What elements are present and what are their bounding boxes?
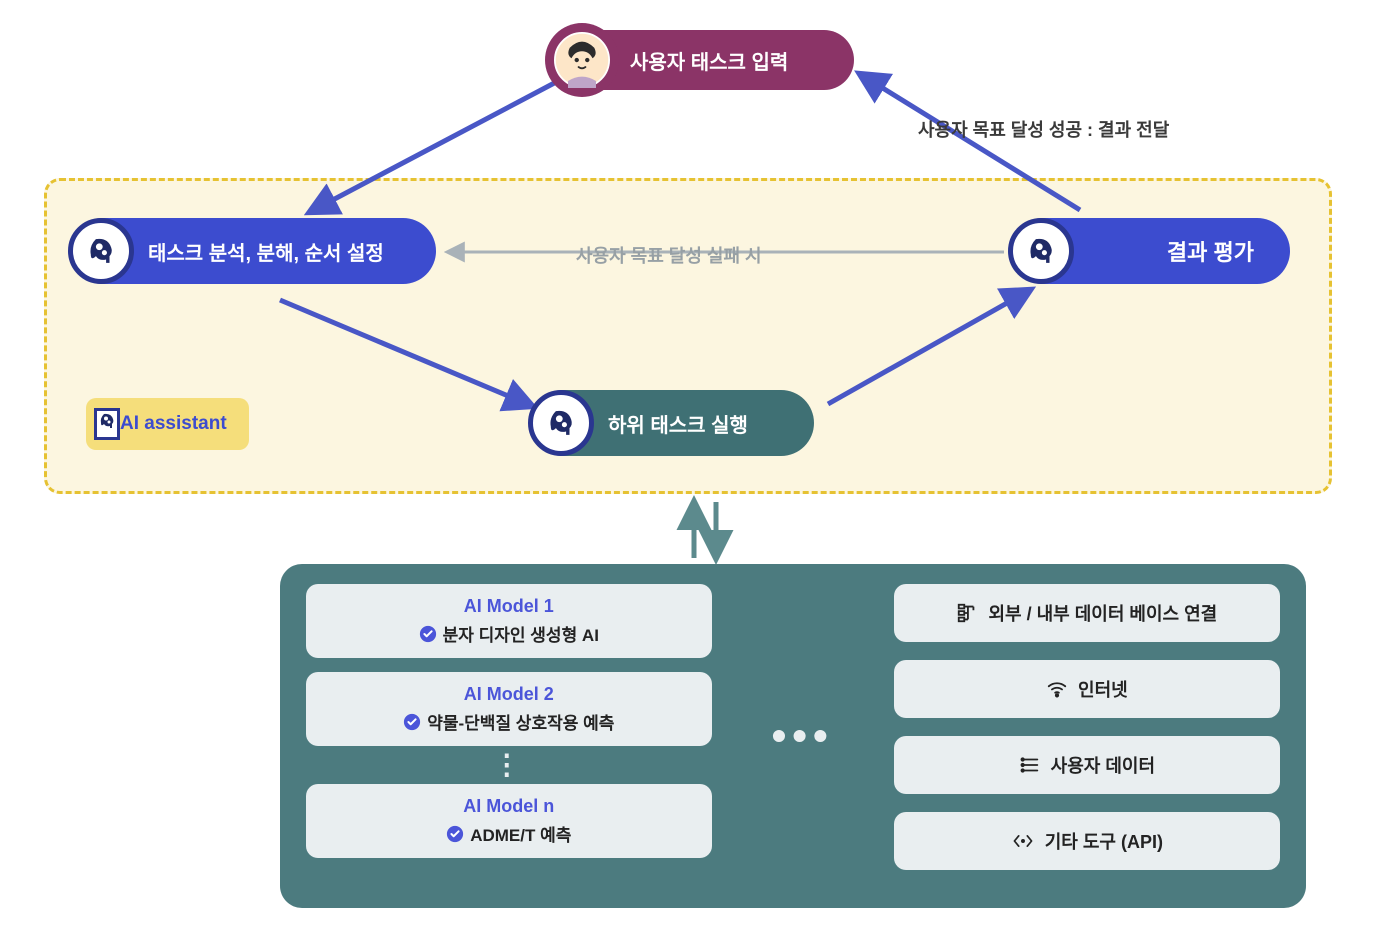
- node-subtask: 하위 태스크 실행: [530, 390, 814, 456]
- brain-icon: [1008, 218, 1074, 284]
- node-label: 사용자 태스크 입력: [630, 46, 788, 75]
- vertical-ellipsis-icon: ⋮: [306, 760, 712, 770]
- model-card-2: AI Model 2 약물-단백질 상호작용 예측: [306, 672, 712, 746]
- node-label: 태스크 분석, 분해, 순서 설정: [148, 237, 384, 266]
- node-user-input: 사용자 태스크 입력: [554, 30, 854, 90]
- models-column: AI Model 1 분자 디자인 생성형 AI AI Model 2 약물-단…: [306, 584, 712, 888]
- resource-api: 기타 도구 (API): [894, 812, 1280, 870]
- resource-userdata: 사용자 데이터: [894, 736, 1280, 794]
- model-card-n: AI Model n ADME/T 예측: [306, 784, 712, 858]
- node-evaluate: 결과 평가: [1010, 218, 1290, 284]
- resource-database: 외부 / 내부 데이터 베이스 연결: [894, 584, 1280, 642]
- node-label: 결과 평가: [1167, 235, 1254, 267]
- edge-label-failure: 사용자 목표 달성 실패 시: [576, 242, 762, 268]
- horizontal-ellipsis-icon: •••: [772, 712, 834, 760]
- model-subtitle: 약물-단백질 상호작용 예측: [403, 709, 614, 734]
- model-title: AI Model n: [463, 796, 554, 817]
- brain-icon: [94, 408, 120, 440]
- check-icon: [446, 825, 464, 843]
- model-title: AI Model 2: [464, 684, 554, 705]
- wifi-icon: [1046, 678, 1068, 700]
- chip-label: AI assistant: [120, 413, 227, 435]
- rows-icon: [1019, 754, 1041, 776]
- user-avatar-icon: [548, 26, 616, 94]
- resource-internet: 인터넷: [894, 660, 1280, 718]
- model-subtitle: 분자 디자인 생성형 AI: [419, 621, 599, 646]
- node-label: 하위 태스크 실행: [608, 409, 748, 438]
- brain-icon: [528, 390, 594, 456]
- model-card-1: AI Model 1 분자 디자인 생성형 AI: [306, 584, 712, 658]
- model-subtitle: ADME/T 예측: [446, 821, 571, 846]
- check-icon: [403, 713, 421, 731]
- resources-column: 외부 / 내부 데이터 베이스 연결 인터넷 사용자 데이터 기타 도구: [894, 584, 1280, 888]
- check-icon: [419, 625, 437, 643]
- model-title: AI Model 1: [464, 596, 554, 617]
- brain-icon: [68, 218, 134, 284]
- ai-assistant-flowchart: 사용자 태스크 입력 태스크 분석, 분해, 순서 설정 결과 평가: [0, 0, 1396, 944]
- node-analyze: 태스크 분석, 분해, 순서 설정: [70, 218, 436, 284]
- ai-assistant-chip: AI assistant: [86, 398, 249, 450]
- api-icon: [1011, 831, 1035, 851]
- edge-label-success: 사용자 목표 달성 성공 : 결과 전달: [918, 116, 1169, 142]
- tools-panel: AI Model 1 분자 디자인 생성형 AI AI Model 2 약물-단…: [280, 564, 1306, 908]
- database-icon: [956, 602, 978, 624]
